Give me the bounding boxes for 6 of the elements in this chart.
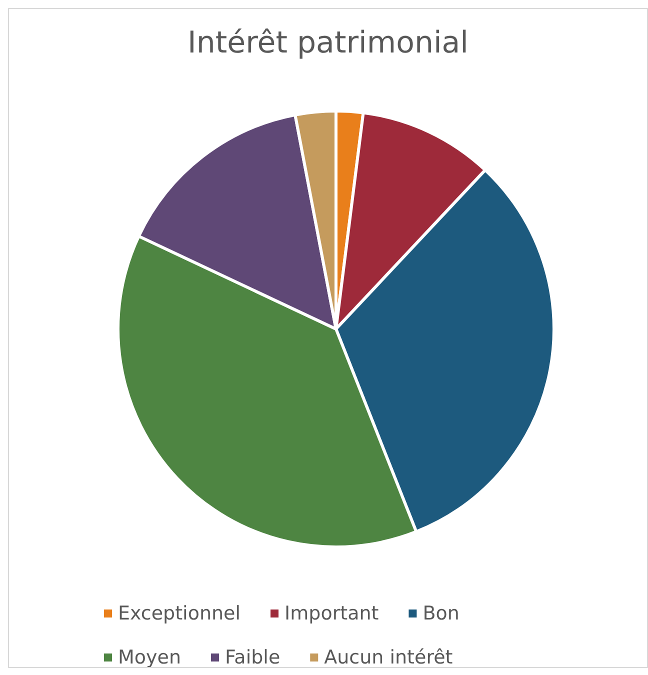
legend-label: Bon bbox=[422, 602, 460, 624]
legend-label: Important bbox=[284, 602, 379, 624]
legend-label: Faible bbox=[224, 646, 280, 668]
legend-label: Aucun intérêt bbox=[324, 646, 453, 668]
legend-label: Exceptionnel bbox=[118, 602, 241, 624]
chart-title: Intérêt patrimonial bbox=[187, 26, 469, 60]
